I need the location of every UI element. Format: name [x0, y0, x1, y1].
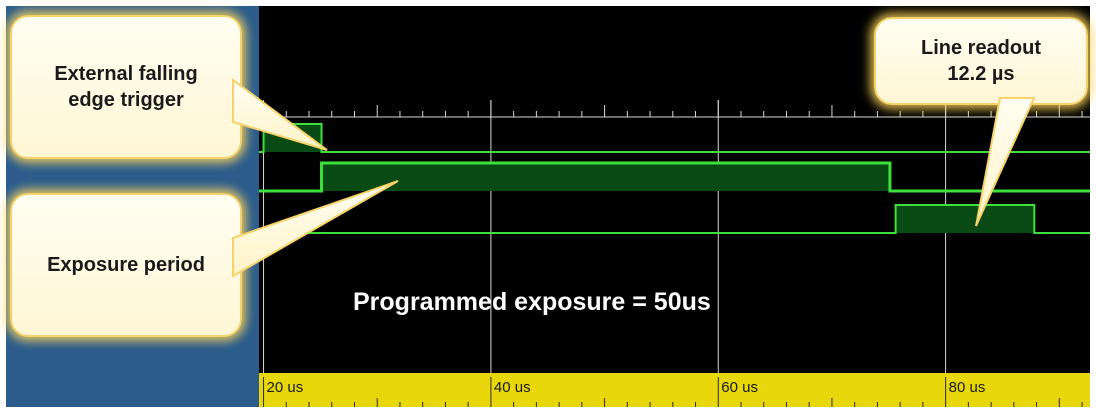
grid-layer: [259, 100, 1090, 373]
time-axis-tick-label: 80 us: [949, 379, 986, 396]
time-axis-tick-label: 20 us: [267, 379, 304, 396]
time-axis-bar: [259, 373, 1090, 407]
signal-2-high-fill: [321, 163, 890, 191]
callout-trigger: External falling edge trigger: [10, 15, 242, 159]
callout-line-readout: Line readout 12.2 µs: [874, 17, 1088, 105]
time-axis: 20 us 40 us 60 us 80 us: [263, 377, 1083, 407]
callout-exposure-period-text: Exposure period: [47, 254, 205, 276]
signal-1-trace: [259, 123, 1090, 153]
signal-3-trace: [259, 204, 1090, 234]
callout-line-readout-text: Line readout 12.2 µs: [920, 37, 1041, 85]
time-axis-tick-label: 60 us: [721, 379, 758, 396]
signal-1-high-fill: [263, 124, 322, 152]
signal-3-high-fill: [895, 205, 1035, 233]
signal-layer: [259, 123, 1090, 234]
time-axis-tick-label: 40 us: [494, 379, 531, 396]
callout-trigger-text: External falling edge trigger: [54, 63, 198, 111]
programmed-exposure-annotation: Programmed exposure = 50us: [353, 288, 711, 316]
callout-exposure-period: Exposure period: [10, 193, 242, 337]
